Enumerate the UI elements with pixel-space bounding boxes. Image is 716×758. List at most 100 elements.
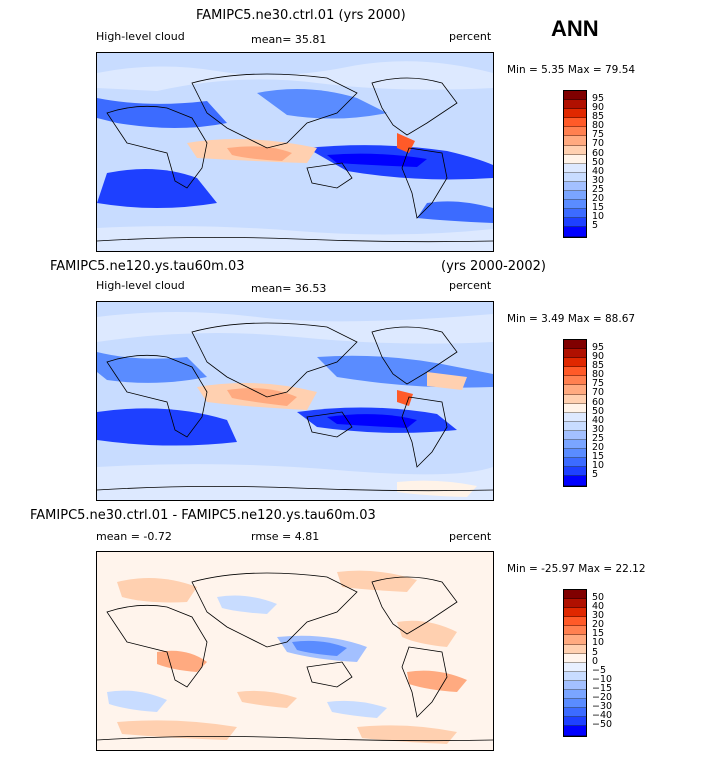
colorbar-swatch	[564, 449, 586, 459]
colorbar-swatch	[564, 349, 586, 359]
panel1-variable: High-level cloud	[96, 30, 185, 43]
colorbar-swatch	[564, 340, 586, 350]
colorbar-swatch	[564, 200, 586, 210]
panel3-units: percent	[449, 530, 492, 543]
panel3-mean: mean = -0.72	[96, 530, 172, 543]
panel2-map	[96, 301, 494, 501]
panel2-variable: High-level cloud	[96, 279, 185, 292]
colorbar-swatch	[564, 662, 586, 672]
colorbar-swatch	[564, 403, 586, 413]
colorbar-swatch	[564, 608, 586, 618]
colorbar-level-label: −10	[592, 673, 613, 685]
colorbar-swatch	[564, 227, 586, 237]
colorbar-level-label: 95	[592, 93, 605, 104]
colorbar-swatch	[564, 358, 586, 368]
colorbar-swatch	[564, 127, 586, 137]
colorbar-level-label: 20	[592, 193, 605, 205]
colorbar-level-label: 95	[592, 342, 605, 353]
panel3-colorbar	[563, 589, 587, 737]
colorbar-level-label: 50	[592, 592, 605, 603]
colorbar-level-label: 5	[592, 220, 599, 232]
colorbar-level-label: 75	[592, 378, 605, 390]
colorbar-swatch	[564, 394, 586, 404]
colorbar-level-label: 30	[592, 174, 605, 186]
colorbar-swatch	[564, 690, 586, 700]
colorbar-swatch	[564, 209, 586, 219]
panel2-mean: mean= 36.53	[251, 282, 327, 295]
colorbar-level-label: 50	[592, 405, 605, 417]
colorbar-level-label: 5	[592, 646, 599, 658]
colorbar-level-label: 30	[592, 610, 605, 622]
colorbar-swatch	[564, 626, 586, 636]
colorbar-level-label: 15	[592, 202, 605, 214]
colorbar-swatch	[564, 617, 586, 627]
colorbar-level-label: 10	[592, 211, 605, 223]
panel1-units: percent	[449, 30, 492, 43]
colorbar-swatch	[564, 458, 586, 468]
panel1-map-field	[97, 53, 493, 251]
colorbar-swatch	[564, 136, 586, 146]
colorbar-swatch	[564, 172, 586, 182]
colorbar-level-label: 40	[592, 165, 605, 177]
colorbar-level-label: 75	[592, 129, 605, 141]
colorbar-swatch	[564, 109, 586, 119]
colorbar-level-label: 70	[592, 387, 605, 399]
colorbar-level-label: 30	[592, 423, 605, 435]
colorbar-level-label: 50	[592, 156, 605, 168]
colorbar-swatch	[564, 163, 586, 173]
colorbar-level-label: 70	[592, 138, 605, 150]
colorbar-level-label: 85	[592, 360, 605, 372]
colorbar-level-label: 80	[592, 369, 605, 381]
colorbar-swatch	[564, 644, 586, 654]
colorbar-swatch	[564, 699, 586, 709]
panel2-colorbar-labels: 95 90 85 80 75 70 60 50 40 30 25 20 15 10 5	[592, 342, 605, 481]
colorbar-level-label: 60	[592, 396, 605, 408]
colorbar-level-label: 25	[592, 183, 605, 195]
colorbar-level-label: −30	[592, 701, 613, 713]
colorbar-level-label: 5	[592, 469, 599, 481]
colorbar-swatch	[564, 590, 586, 600]
colorbar-level-label: 20	[592, 619, 605, 631]
panel3-rmse: rmse = 4.81	[251, 530, 320, 543]
colorbar-swatch	[564, 467, 586, 477]
colorbar-swatch	[564, 671, 586, 681]
panel3-map	[96, 551, 494, 751]
colorbar-swatch	[564, 653, 586, 663]
panel1-map	[96, 52, 494, 252]
colorbar-swatch	[564, 726, 586, 736]
colorbar-swatch	[564, 440, 586, 450]
colorbar-swatch	[564, 599, 586, 609]
colorbar-swatch	[564, 412, 586, 422]
colorbar-level-label: 15	[592, 628, 605, 640]
colorbar-swatch	[564, 430, 586, 441]
colorbar-level-label: 60	[592, 147, 605, 159]
colorbar-swatch	[564, 376, 586, 386]
colorbar-swatch	[564, 635, 586, 645]
panel3-minmax: Min = -25.97 Max = 22.12	[507, 563, 646, 575]
panel3-title: FAMIPC5.ne30.ctrl.01 - FAMIPC5.ne120.ys.…	[30, 508, 376, 523]
colorbar-swatch	[564, 476, 586, 486]
panel1-colorbar-labels: 95 90 85 80 75 70 60 50 40 30 25 20 15 10 5	[592, 93, 605, 232]
panel1-mean: mean= 35.81	[251, 33, 327, 46]
colorbar-swatch	[564, 100, 586, 110]
colorbar-level-label: 80	[592, 120, 605, 132]
colorbar-swatch	[564, 191, 586, 201]
colorbar-level-label: 40	[592, 414, 605, 426]
colorbar-swatch	[564, 367, 586, 377]
panel3-map-field	[97, 552, 493, 750]
panel2-map-field	[97, 302, 493, 500]
colorbar-level-label: 10	[592, 460, 605, 472]
panel3-colorbar-labels: 50 40 30 20 15 10 5 0 −5 −10 −15 −20 −30 −40 −50	[592, 592, 613, 730]
colorbar-level-label: 25	[592, 432, 605, 444]
colorbar-swatch	[564, 91, 586, 101]
colorbar-swatch	[564, 385, 586, 395]
colorbar-swatch	[564, 145, 586, 155]
panel2-minmax: Min = 3.49 Max = 88.67	[507, 313, 636, 325]
colorbar-level-label: −40	[592, 710, 613, 722]
panel1-colorbar	[563, 90, 587, 238]
colorbar-level-label: −15	[592, 682, 613, 694]
colorbar-level-label: 0	[592, 655, 599, 667]
colorbar-swatch	[564, 218, 586, 228]
panel2-years: (yrs 2000-2002)	[441, 259, 546, 274]
colorbar-swatch	[564, 181, 586, 192]
